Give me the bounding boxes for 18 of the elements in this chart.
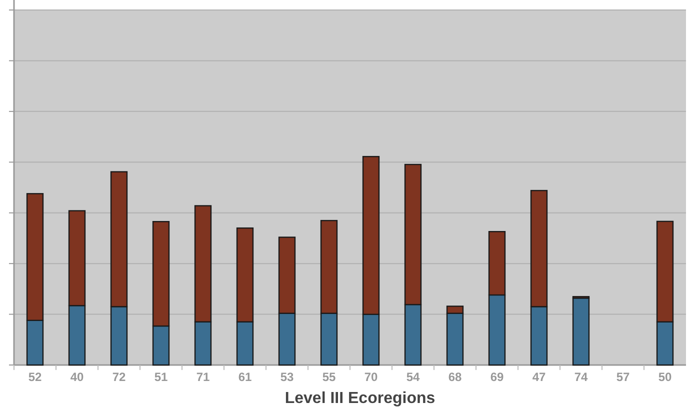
x-tick-label: 52	[28, 370, 42, 384]
x-tick-label: 61	[238, 370, 252, 384]
x-tick-label: 70	[364, 370, 378, 384]
bar	[572, 297, 590, 366]
x-tick-label: 68	[448, 370, 462, 384]
x-tick-label: 54	[406, 370, 420, 384]
x-tick-label: 74	[574, 370, 588, 384]
x-tick-label: 72	[112, 370, 126, 384]
x-tick-label: 71	[196, 370, 210, 384]
x-tick-label: 47	[532, 370, 546, 384]
x-tick-label: 55	[322, 370, 336, 384]
x-tick-label: 51	[154, 370, 168, 384]
x-tick-label: 69	[490, 370, 504, 384]
x-tick-label: 50	[658, 370, 672, 384]
x-tick-label: 53	[280, 370, 294, 384]
x-tick-label: 57	[616, 370, 630, 384]
x-tick-label: 40	[70, 370, 84, 384]
x-axis-title: Level III Ecoregions	[284, 390, 436, 407]
